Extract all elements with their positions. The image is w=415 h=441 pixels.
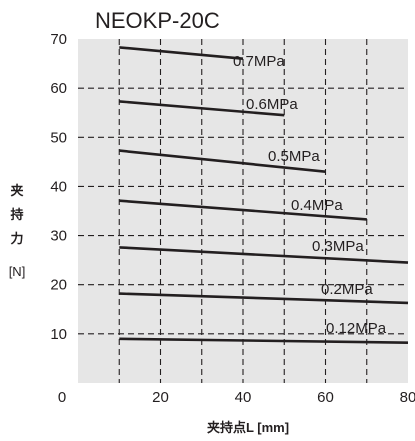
series-labels: 0.7MPa 0.6MPa 0.5MPa 0.4MPa 0.3MPa 0.2MPa 0.12… — [233, 53, 387, 337]
y-tick-label: 70 — [50, 31, 67, 48]
series-label: 0.3MPa — [312, 238, 364, 255]
series-line — [119, 246, 409, 264]
series-label: 0.6MPa — [246, 96, 298, 113]
series-line — [119, 149, 326, 173]
series-line — [119, 337, 409, 344]
tick-labels: 0 20 40 60 80 10 20 30 40 50 60 70 — [50, 31, 415, 406]
x-axis-title: 夹持点L [mm] — [207, 420, 289, 435]
series-line — [119, 46, 244, 60]
y-axis-title-char: 力 — [10, 231, 23, 246]
y-axis-title-char: 夹 — [10, 183, 23, 198]
y-axis-title-char: 持 — [10, 207, 23, 222]
y-tick-label: 30 — [50, 228, 67, 245]
series-label: 0.2MPa — [321, 281, 373, 298]
y-tick-label: 50 — [50, 129, 67, 146]
y-tick-label: 60 — [50, 80, 67, 97]
series-label: 0.4MPa — [291, 197, 343, 214]
series-label: 0.12MPa — [326, 320, 387, 337]
series-line — [119, 100, 285, 117]
series-line — [119, 292, 409, 305]
x-tick-label: 80 — [400, 389, 415, 406]
x-tick-label: 20 — [152, 389, 169, 406]
x-tick-label: 40 — [235, 389, 252, 406]
y-axis-unit: [N] — [9, 264, 26, 279]
series-line — [119, 199, 367, 221]
y-tick-label: 40 — [50, 178, 67, 195]
y-tick-label: 10 — [50, 326, 67, 343]
series-label: 0.7MPa — [233, 53, 285, 70]
x-tick-label: 60 — [317, 389, 334, 406]
series-label: 0.5MPa — [268, 148, 320, 165]
series-lines — [119, 46, 409, 344]
x-tick-label: 0 — [58, 389, 66, 406]
y-tick-label: 20 — [50, 277, 67, 294]
axis-titles: 夹持点L [mm] 夹 持 力 [N] — [9, 183, 289, 435]
chart-title: NEOKP-20C — [95, 8, 220, 33]
